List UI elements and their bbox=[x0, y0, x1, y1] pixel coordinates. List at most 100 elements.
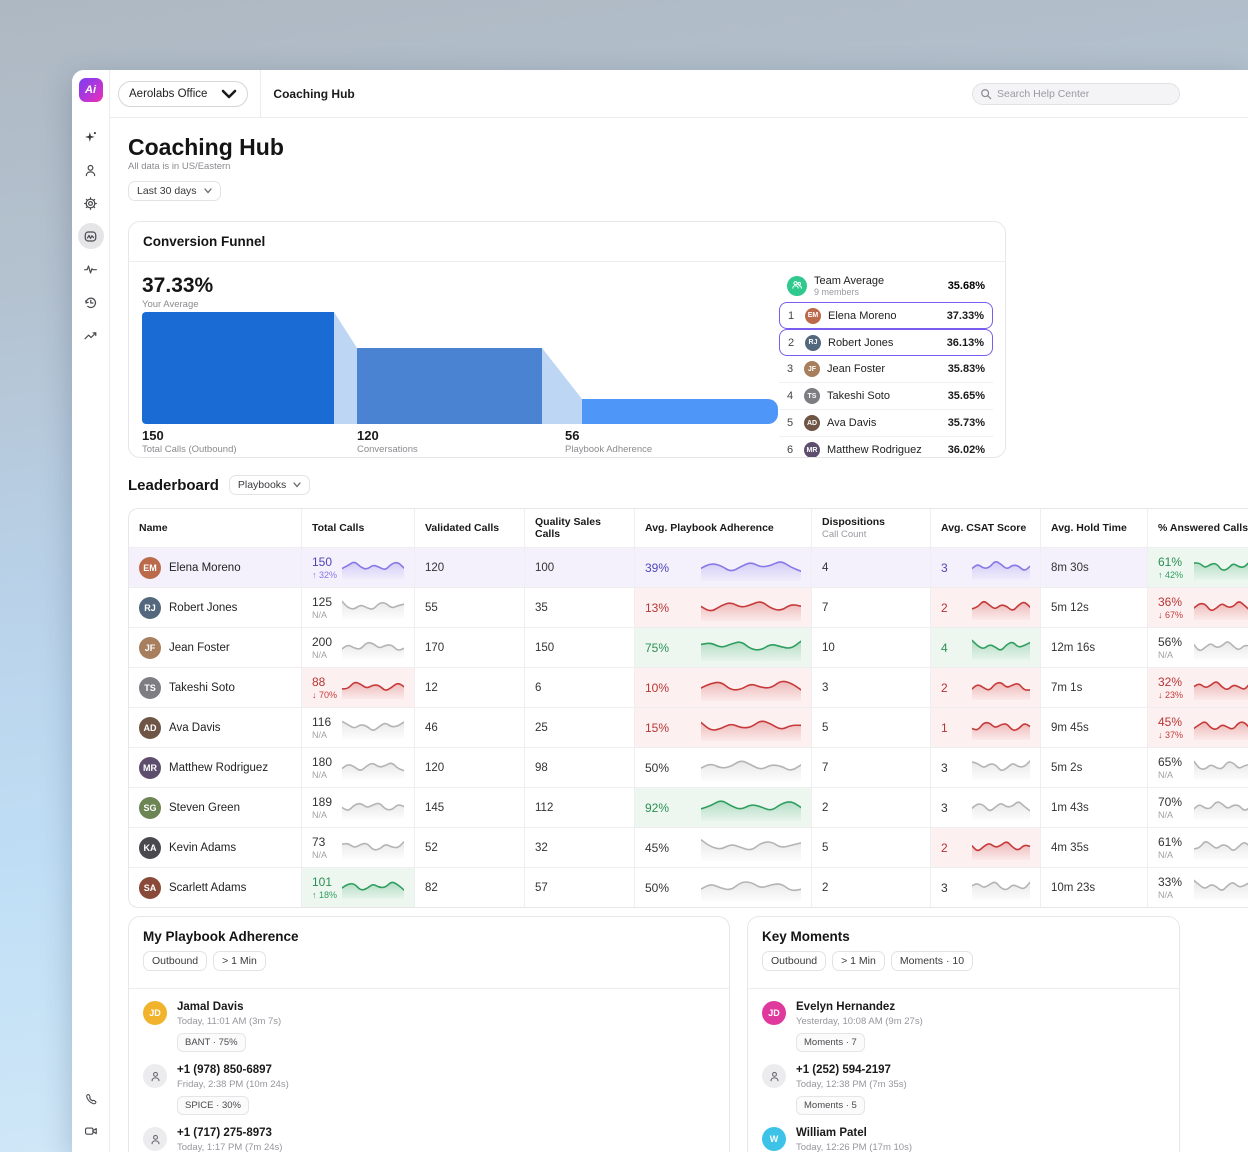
sparkline bbox=[1194, 716, 1248, 740]
ranking-row[interactable]: 4TSTakeshi Soto35.65% bbox=[779, 383, 993, 410]
date-range-filter[interactable]: Last 30 days bbox=[128, 181, 221, 201]
quality-sales-calls-cell: 100 bbox=[525, 548, 635, 587]
funnel-card-title: Conversion Funnel bbox=[129, 222, 1005, 262]
key-moments-card: Key Moments Outbound> 1 MinMoments · 10 … bbox=[747, 916, 1180, 1152]
column-header[interactable]: Avg. Hold Time bbox=[1041, 509, 1148, 547]
sidebar-item-phone[interactable] bbox=[78, 1086, 104, 1112]
sidebar-item-camera[interactable] bbox=[78, 1118, 104, 1144]
call-entry[interactable]: +1 (978) 850-6897Friday, 2:38 PM (10m 24… bbox=[129, 1052, 729, 1115]
metric-cell: 3 bbox=[931, 748, 1041, 787]
team-average-row[interactable]: Team Average9 members35.68% bbox=[779, 270, 993, 302]
column-header[interactable]: Quality Sales Calls bbox=[525, 509, 635, 547]
quality-sales-calls-cell: 25 bbox=[525, 708, 635, 747]
leaderboard-filter[interactable]: Playbooks bbox=[229, 475, 310, 495]
search-input[interactable] bbox=[972, 83, 1180, 105]
sidebar-item-trend[interactable] bbox=[78, 322, 104, 348]
sparkline bbox=[701, 595, 801, 621]
sparkline bbox=[972, 556, 1030, 580]
filter-chip[interactable]: > 1 Min bbox=[213, 951, 266, 971]
table-row[interactable]: RJRobert Jones125N/A553513%725m 12s36%↓ … bbox=[129, 588, 1248, 628]
hold-time-cell: 7m 1s bbox=[1041, 668, 1148, 707]
filter-chip[interactable]: Outbound bbox=[143, 951, 207, 971]
name-cell[interactable]: TSTakeshi Soto bbox=[129, 668, 302, 707]
validated-calls-cell: 46 bbox=[415, 708, 525, 747]
table-row[interactable]: SGSteven Green189N/A14511292%231m 43s70%… bbox=[129, 788, 1248, 828]
sparkline bbox=[342, 837, 404, 859]
phone-icon bbox=[84, 1092, 98, 1106]
avatar: TS bbox=[804, 388, 820, 404]
metric-cell: 36%↓ 67% bbox=[1148, 588, 1248, 627]
sparkline bbox=[1194, 876, 1248, 900]
rank-number: 5 bbox=[787, 417, 797, 429]
filter-chip[interactable]: > 1 Min bbox=[832, 951, 885, 971]
avatar: RJ bbox=[805, 335, 821, 351]
ranking-row[interactable]: 2RJRobert Jones36.13% bbox=[779, 329, 993, 356]
table-row[interactable]: MRMatthew Rodriguez180N/A1209850%735m 2s… bbox=[129, 748, 1248, 788]
app-logo-icon[interactable]: Ai bbox=[79, 78, 103, 102]
column-header[interactable]: DispositionsCall Count bbox=[812, 509, 931, 547]
metric-cell: 4 bbox=[931, 628, 1041, 667]
table-row[interactable]: EMElena Moreno150↑ 32%12010039%438m 30s6… bbox=[129, 548, 1248, 588]
sidebar-item-history[interactable] bbox=[78, 289, 104, 315]
column-header[interactable]: Avg. CSAT Score bbox=[931, 509, 1041, 547]
call-entry[interactable]: +1 (717) 275-8973Today, 1:17 PM (7m 24s)… bbox=[129, 1115, 729, 1152]
sparkline bbox=[972, 596, 1030, 620]
sparkline bbox=[1194, 836, 1248, 860]
name-cell[interactable]: EMElena Moreno bbox=[129, 548, 302, 587]
dispositions-cell: 5 bbox=[812, 708, 931, 747]
name-cell[interactable]: MRMatthew Rodriguez bbox=[129, 748, 302, 787]
sidebar-item-pulse[interactable] bbox=[78, 256, 104, 282]
name-cell[interactable]: SGSteven Green bbox=[129, 788, 302, 827]
column-header[interactable]: Total Calls bbox=[302, 509, 415, 547]
sidebar-item-sparkles[interactable] bbox=[78, 124, 104, 150]
pulse-icon bbox=[83, 262, 98, 277]
left-sidebar: Ai bbox=[72, 70, 110, 1152]
validated-calls-cell: 145 bbox=[415, 788, 525, 827]
table-row[interactable]: SAScarlett Adams101↑ 18%825750%2310m 23s… bbox=[129, 868, 1248, 907]
call-entry[interactable]: JDEvelyn HernandezYesterday, 10:08 AM (9… bbox=[748, 989, 1179, 1052]
sidebar-item-coaching[interactable] bbox=[78, 223, 104, 249]
ranking-row[interactable]: 1EMElena Moreno37.33% bbox=[779, 302, 993, 329]
history-icon bbox=[83, 295, 98, 310]
hold-time-cell: 5m 12s bbox=[1041, 588, 1148, 627]
call-timestamp: Today, 11:01 AM (3m 7s) bbox=[177, 1016, 281, 1027]
call-entry[interactable]: +1 (252) 594-2197Today, 12:38 PM (7m 35s… bbox=[748, 1052, 1179, 1115]
name-cell[interactable]: RJRobert Jones bbox=[129, 588, 302, 627]
sidebar-item-gear[interactable] bbox=[78, 190, 104, 216]
column-header[interactable]: Avg. Playbook Adherence bbox=[635, 509, 812, 547]
name-cell[interactable]: KAKevin Adams bbox=[129, 828, 302, 867]
page-title: Coaching Hub bbox=[128, 134, 284, 161]
column-header[interactable]: Name bbox=[129, 509, 302, 547]
validated-calls-cell: 82 bbox=[415, 868, 525, 907]
column-header[interactable]: % Answered Calls bbox=[1148, 509, 1248, 547]
table-row[interactable]: JFJean Foster200N/A17015075%10412m 16s56… bbox=[129, 628, 1248, 668]
name-cell[interactable]: SAScarlett Adams bbox=[129, 868, 302, 907]
funnel-transition bbox=[334, 312, 357, 424]
validated-calls-cell: 52 bbox=[415, 828, 525, 867]
metric-cell: 61%N/A bbox=[1148, 828, 1248, 867]
table-row[interactable]: TSTakeshi Soto88↓ 70%12610%327m 1s32%↓ 2… bbox=[129, 668, 1248, 708]
team-average-label: Team Average bbox=[814, 275, 884, 288]
ranking-row[interactable]: 5ADAva Davis35.73% bbox=[779, 410, 993, 437]
avatar: JF bbox=[804, 361, 820, 377]
table-row[interactable]: KAKevin Adams73N/A523245%524m 35s61%N/A bbox=[129, 828, 1248, 868]
ranking-row[interactable]: 3JFJean Foster35.83% bbox=[779, 356, 993, 383]
ranking-row[interactable]: 6MRMatthew Rodriguez36.02% bbox=[779, 437, 993, 458]
call-entry[interactable]: JDJamal DavisToday, 11:01 AM (3m 7s)BANT… bbox=[129, 989, 729, 1052]
metric-cell: 2 bbox=[931, 588, 1041, 627]
dispositions-cell: 2 bbox=[812, 868, 931, 907]
name-cell[interactable]: JFJean Foster bbox=[129, 628, 302, 667]
call-entry[interactable]: WWilliam PatelToday, 12:26 PM (17m 10s)M… bbox=[748, 1115, 1179, 1152]
sidebar-item-person[interactable] bbox=[78, 157, 104, 183]
column-header[interactable]: Validated Calls bbox=[415, 509, 525, 547]
filter-chip[interactable]: Outbound bbox=[762, 951, 826, 971]
filter-chip[interactable]: Moments · 10 bbox=[891, 951, 973, 971]
call-timestamp: Today, 12:38 PM (7m 35s) bbox=[796, 1079, 907, 1090]
workspace-selector[interactable]: Aerolabs Office bbox=[118, 81, 248, 107]
name-cell[interactable]: ADAva Davis bbox=[129, 708, 302, 747]
dispositions-cell: 2 bbox=[812, 788, 931, 827]
people-icon bbox=[791, 279, 803, 293]
table-row[interactable]: ADAva Davis116N/A462515%519m 45s45%↓ 37% bbox=[129, 708, 1248, 748]
metric-cell: 2 bbox=[931, 828, 1041, 867]
page-subtitle: All data is in US/Eastern bbox=[128, 161, 230, 172]
